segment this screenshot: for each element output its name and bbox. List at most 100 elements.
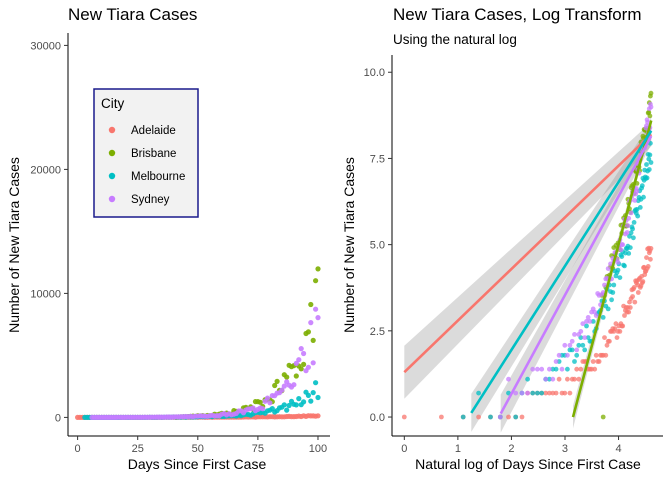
point-melbourne (310, 390, 316, 396)
point-brisbane (274, 378, 280, 384)
log-point-melbourne (619, 254, 625, 259)
left-axis-ticks: 0 25 50 75 100 0 10000 20000 30000 (30, 40, 327, 455)
log-point-melbourne (565, 366, 570, 372)
log-point-adelaide (576, 376, 582, 382)
log-point-adelaide (574, 366, 580, 372)
log-point-sydney (587, 319, 593, 324)
left-data-points (75, 266, 321, 420)
point-sydney (281, 383, 287, 389)
legend-label-brisbane: Brisbane (131, 148, 176, 160)
point-brisbane (272, 382, 278, 389)
log-point-melbourne (639, 183, 645, 189)
log-point-brisbane (648, 90, 654, 96)
log-point-sydney (602, 282, 607, 288)
left-chart-title: New Tiara Cases (68, 5, 197, 24)
log-point-sydney (506, 376, 511, 382)
legend-key-melbourne (108, 172, 116, 180)
log-point-melbourne (630, 226, 635, 232)
log-point-melbourne (647, 152, 653, 158)
log-point-adelaide (439, 414, 444, 420)
legend-key-sydney (108, 195, 116, 203)
log-point-sydney (497, 414, 503, 420)
legend-key-adelaide (108, 126, 116, 134)
point-sydney (260, 406, 266, 412)
log-point-adelaide (596, 359, 602, 364)
log-point-brisbane (647, 113, 653, 119)
log-point-adelaide (631, 285, 637, 290)
log-point-melbourne (574, 352, 580, 358)
log-point-sydney (565, 352, 570, 358)
log-point-sydney (605, 266, 611, 271)
point-melbourne (286, 402, 292, 409)
right-x-tick-label: 3 (562, 443, 568, 455)
log-point-sydney (628, 210, 634, 216)
right-y-axis-title: Number of New Tiara Cases (341, 157, 357, 333)
log-point-melbourne (628, 230, 634, 236)
log-point-sydney (620, 242, 626, 248)
log-point-adelaide (550, 390, 556, 396)
log-point-adelaide (630, 294, 635, 299)
log-point-melbourne (617, 275, 623, 280)
right-x-axis-title: Natural log of Days Since First Case (415, 456, 641, 472)
log-point-adelaide (590, 359, 596, 364)
point-sydney (298, 346, 304, 352)
log-point-melbourne (530, 390, 536, 396)
log-point-melbourne (646, 156, 652, 162)
right-chart-panel: New Tiara Cases, Log Transform Using the… (341, 5, 663, 472)
log-point-melbourne (585, 335, 591, 340)
log-point-sydney (525, 390, 530, 396)
log-point-sydney (530, 366, 536, 372)
point-sydney (305, 364, 311, 370)
point-sydney (296, 357, 302, 363)
log-point-adelaide (602, 335, 607, 340)
log-point-adelaide (607, 338, 612, 344)
log-point-adelaide (476, 414, 481, 420)
log-point-melbourne (582, 347, 588, 353)
log-point-adelaide (604, 342, 610, 348)
right-x-tick-label: 4 (615, 443, 621, 455)
trend-line-sydney (499, 135, 653, 415)
right-x-tick-label: 1 (455, 443, 461, 455)
log-point-sydney (578, 329, 584, 334)
point-sydney (279, 387, 285, 393)
log-point-melbourne (622, 263, 627, 269)
log-point-melbourne (631, 220, 637, 225)
log-point-melbourne (631, 235, 636, 241)
log-point-melbourne (576, 342, 582, 348)
log-point-adelaide (567, 390, 573, 396)
right-x-tick-label: 0 (401, 443, 407, 455)
log-point-sydney (513, 390, 519, 396)
point-brisbane (293, 373, 299, 379)
log-point-melbourne (626, 251, 632, 256)
point-brisbane (298, 366, 304, 372)
legend: City Adelaide Brisbane Melbourne Sydney (93, 88, 199, 218)
right-y-tick-label: 5.0 (370, 240, 385, 252)
log-point-sydney (572, 332, 577, 337)
band-sydney (500, 127, 652, 433)
left-x-tick-label: 100 (309, 443, 327, 455)
log-point-melbourne (513, 414, 519, 420)
log-point-brisbane (600, 414, 606, 420)
log-point-adelaide (519, 414, 525, 420)
log-point-sydney (567, 342, 573, 348)
point-brisbane (313, 278, 319, 284)
log-point-melbourne (550, 366, 556, 372)
left-x-tick-label: 50 (192, 443, 204, 455)
left-x-tick-label: 75 (252, 443, 264, 455)
log-point-melbourne (584, 323, 589, 329)
log-point-adelaide (648, 246, 654, 251)
point-melbourne (308, 398, 314, 404)
log-point-sydney (632, 198, 638, 203)
log-point-melbourne (627, 245, 633, 251)
log-point-sydney (582, 335, 588, 340)
left-x-tick-label: 0 (75, 443, 81, 455)
log-point-melbourne (572, 359, 577, 364)
log-point-sydney (550, 376, 556, 382)
right-y-tick-label: 10.0 (364, 67, 385, 79)
left-x-axis-title: Days Since First Case (128, 456, 267, 472)
right-x-tick-label: 2 (508, 443, 514, 455)
point-brisbane (308, 301, 314, 308)
log-point-sydney (585, 315, 591, 320)
log-point-melbourne (539, 390, 545, 396)
point-melbourne (305, 392, 311, 398)
